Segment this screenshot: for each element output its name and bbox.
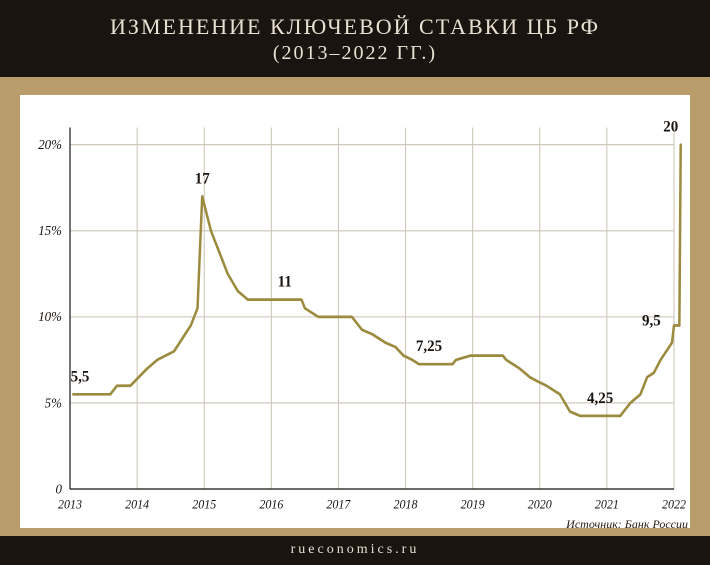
svg-text:20: 20 <box>663 118 678 136</box>
svg-text:2018: 2018 <box>394 497 419 512</box>
svg-text:17: 17 <box>195 170 210 188</box>
svg-text:2019: 2019 <box>461 497 486 512</box>
svg-text:5,5: 5,5 <box>71 368 90 386</box>
title-line1: ИЗМЕНЕНИЕ КЛЮЧЕВОЙ СТАВКИ ЦБ РФ <box>10 14 700 40</box>
svg-text:11: 11 <box>278 273 292 291</box>
svg-text:5%: 5% <box>45 395 62 411</box>
title-bar: ИЗМЕНЕНИЕ КЛЮЧЕВОЙ СТАВКИ ЦБ РФ (2013–20… <box>0 0 710 77</box>
line-chart: 05%10%15%20%2013201420152016201720182019… <box>20 95 690 528</box>
footer-text: rueconomics.ru <box>291 542 420 557</box>
footer-bar: rueconomics.ru <box>0 536 710 565</box>
svg-text:0: 0 <box>56 481 63 497</box>
chart-box: 05%10%15%20%2013201420152016201720182019… <box>20 95 690 528</box>
svg-text:15%: 15% <box>38 223 62 239</box>
svg-text:7,25: 7,25 <box>416 338 442 356</box>
svg-text:2014: 2014 <box>125 497 149 512</box>
title-line2: (2013–2022 ГГ.) <box>10 42 700 65</box>
svg-text:2017: 2017 <box>326 497 351 512</box>
svg-text:2016: 2016 <box>259 497 284 512</box>
svg-text:2015: 2015 <box>192 497 216 512</box>
svg-text:2022: 2022 <box>662 497 686 512</box>
chart-area: 05%10%15%20%2013201420152016201720182019… <box>0 77 710 536</box>
svg-text:2013: 2013 <box>58 497 82 512</box>
svg-text:20%: 20% <box>38 137 62 153</box>
svg-text:9,5: 9,5 <box>642 312 661 330</box>
svg-text:2020: 2020 <box>528 497 553 512</box>
svg-text:2021: 2021 <box>595 497 619 512</box>
svg-text:4,25: 4,25 <box>587 389 613 407</box>
source-label: Источник: Банк России <box>566 517 688 532</box>
svg-text:10%: 10% <box>38 309 62 325</box>
